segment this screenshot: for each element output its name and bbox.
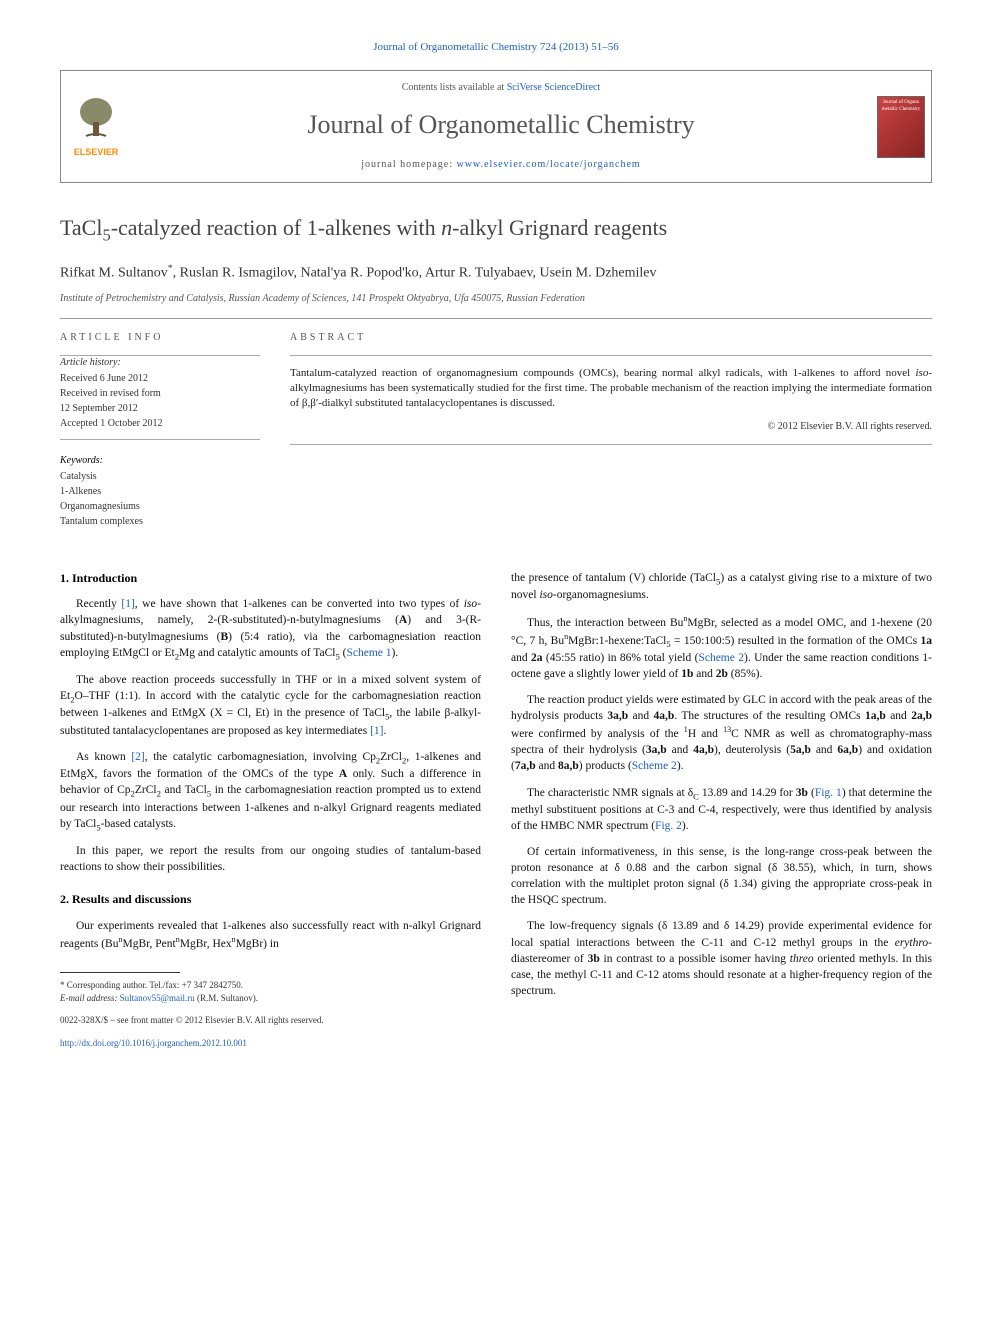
divider-top	[60, 318, 932, 319]
abstract-block: ABSTRACT Tantalum-catalyzed reaction of …	[290, 331, 932, 530]
history-item: Received 6 June 2012	[60, 372, 260, 386]
article-title: TaCl5-catalyzed reaction of 1-alkenes wi…	[60, 213, 932, 246]
keyword: Catalysis	[60, 470, 260, 484]
corresponding-author: * Corresponding author. Tel./fax: +7 347…	[60, 979, 481, 992]
abstract-copyright: © 2012 Elsevier B.V. All rights reserved…	[290, 420, 932, 434]
homepage-link[interactable]: www.elsevier.com/locate/jorganchem	[456, 159, 640, 170]
keywords-label: Keywords:	[60, 454, 260, 468]
history-item: 12 September 2012	[60, 402, 260, 416]
body-para: In this paper, we report the results fro…	[60, 843, 481, 875]
history-label: Article history:	[60, 356, 260, 370]
cover-thumbnail: Journal of Organo metallic Chemistry	[877, 96, 925, 158]
body-para: Thus, the interaction between BunMgBr, s…	[511, 613, 932, 682]
body-para: Of certain informativeness, in this sens…	[511, 844, 932, 908]
journal-name: Journal of Organometallic Chemistry	[131, 107, 871, 143]
body-para: Our experiments revealed that 1-alkenes …	[60, 918, 481, 952]
elsevier-text: ELSEVIER	[74, 146, 119, 159]
elsevier-logo: ELSEVIER	[61, 71, 131, 181]
affiliation: Institute of Petrochemistry and Catalysi…	[60, 292, 932, 306]
contents-available: Contents lists available at SciVerse Sci…	[131, 81, 871, 95]
column-left: 1. Introduction Recently [1], we have sh…	[60, 570, 481, 1050]
body-para: The characteristic NMR signals at δC 13.…	[511, 785, 932, 835]
history-item: Accepted 1 October 2012	[60, 417, 260, 431]
journal-citation: Journal of Organometallic Chemistry 724 …	[60, 40, 932, 55]
journal-cover: Journal of Organo metallic Chemistry	[871, 71, 931, 181]
section-heading-results: 2. Results and discussions	[60, 891, 481, 908]
email-link[interactable]: Sultanov55@mail.ru	[120, 993, 195, 1003]
body-para: Recently [1], we have shown that 1-alken…	[60, 596, 481, 662]
body-para: As known [2], the catalytic carbomagnesi…	[60, 749, 481, 833]
footnote-divider	[60, 972, 180, 973]
issn-line: 0022-328X/$ – see front matter © 2012 El…	[60, 1014, 481, 1027]
history-item: Received in revised form	[60, 387, 260, 401]
abstract-heading: ABSTRACT	[290, 331, 932, 345]
article-info-block: ARTICLE INFO Article history: Received 6…	[60, 331, 260, 530]
keyword: Organomagnesiums	[60, 500, 260, 514]
journal-homepage: journal homepage: www.elsevier.com/locat…	[131, 158, 871, 172]
sciencedirect-link[interactable]: SciVerse ScienceDirect	[507, 82, 601, 93]
body-para: The low-frequency signals (δ 13.89 and δ…	[511, 918, 932, 998]
journal-header-box: ELSEVIER Contents lists available at Sci…	[60, 70, 932, 182]
doi-line: http://dx.doi.org/10.1016/j.jorganchem.2…	[60, 1037, 481, 1050]
column-right: the presence of tantalum (V) chloride (T…	[511, 570, 932, 1050]
article-info-heading: ARTICLE INFO	[60, 331, 260, 345]
body-para: The reaction product yields were estimat…	[511, 692, 932, 774]
keyword: 1-Alkenes	[60, 485, 260, 499]
keyword: Tantalum complexes	[60, 515, 260, 529]
authors-list: Rifkat M. Sultanov*, Ruslan R. Ismagilov…	[60, 262, 932, 283]
body-para: The above reaction proceeds successfully…	[60, 672, 481, 739]
email-footnote: E-mail address: Sultanov55@mail.ru (R.M.…	[60, 992, 481, 1005]
body-para: the presence of tantalum (V) chloride (T…	[511, 570, 932, 603]
section-heading-intro: 1. Introduction	[60, 570, 481, 587]
abstract-text: Tantalum-catalyzed reaction of organomag…	[290, 366, 932, 412]
elsevier-tree-icon	[71, 94, 121, 144]
doi-link[interactable]: http://dx.doi.org/10.1016/j.jorganchem.2…	[60, 1038, 247, 1048]
